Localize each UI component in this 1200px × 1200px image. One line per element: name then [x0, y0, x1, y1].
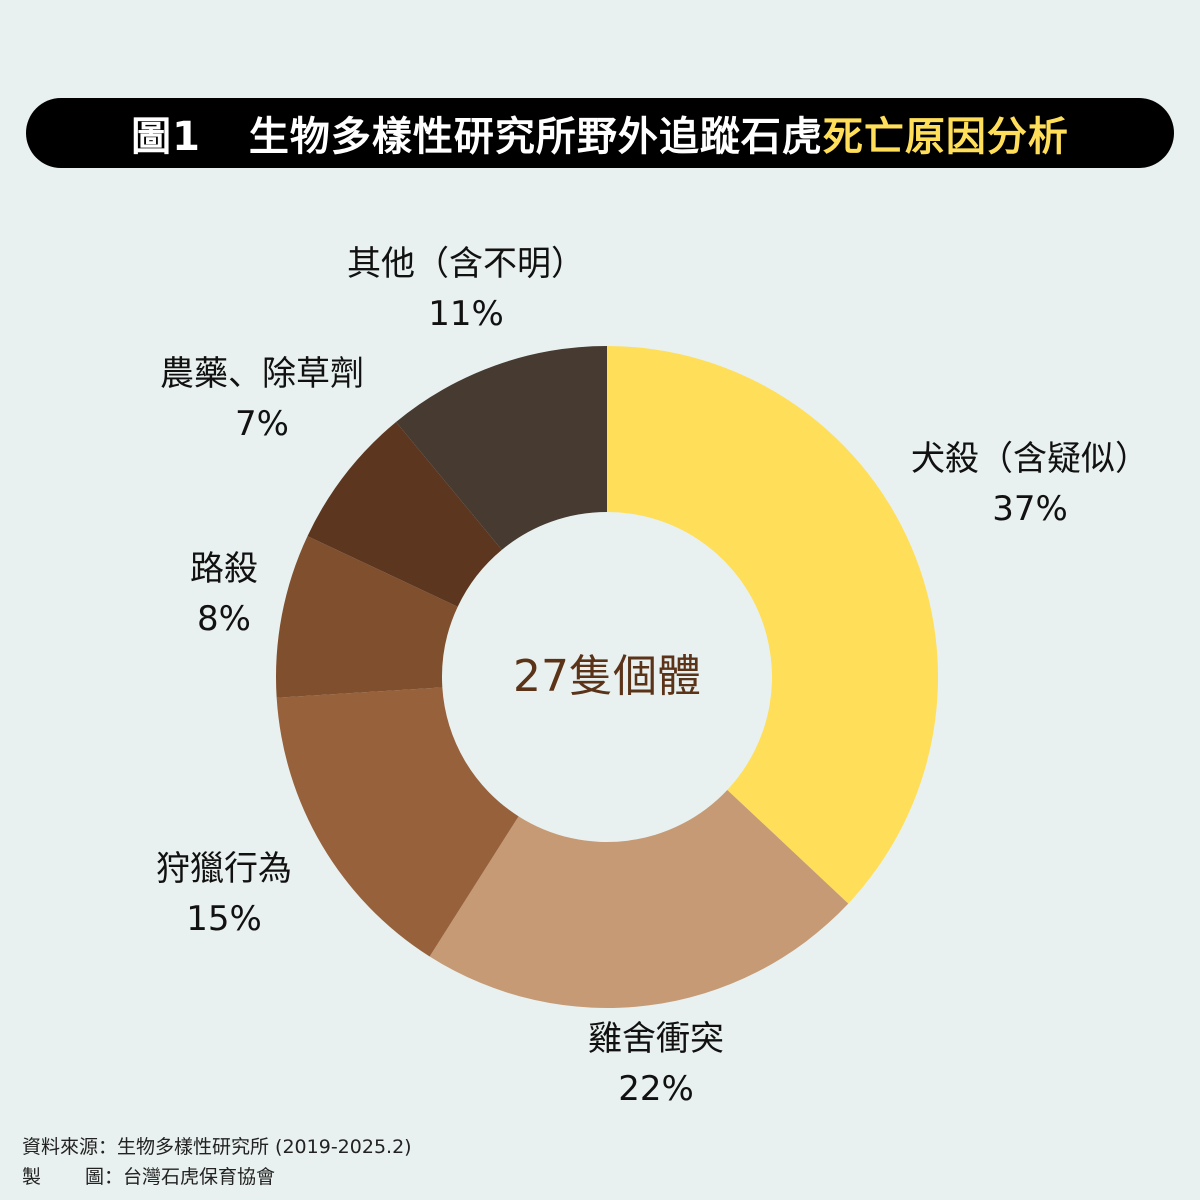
source-label: 資料來源：	[22, 1136, 118, 1158]
slice-percent-2: 15%	[186, 899, 262, 939]
maker-label-2: 圖：	[85, 1166, 124, 1188]
slice-percent-4: 7%	[235, 404, 289, 444]
slice-label-4: 農藥、除草劑	[160, 354, 364, 394]
slice-percent-5: 11%	[428, 294, 504, 334]
slice-label-3: 路殺	[190, 549, 258, 589]
maker-value: 台灣石虎保育協會	[123, 1166, 276, 1188]
slice-1	[429, 789, 849, 1008]
slice-0	[607, 346, 938, 904]
center-label: 27隻個體	[513, 651, 701, 702]
title-highlight: 死亡原因分析	[822, 114, 1069, 160]
title-main: 生物多樣性研究所野外追蹤石虎	[248, 114, 823, 160]
footer: 資料來源：生物多樣性研究所 (2019-2025.2) 製 圖：台灣石虎保育協會	[22, 1132, 412, 1192]
slice-label-5: 其他（含不明）	[347, 244, 585, 284]
slice-label-2: 狩獵行為	[156, 849, 292, 889]
slice-percent-3: 8%	[197, 599, 251, 639]
slice-label-0: 犬殺（含疑似）	[911, 439, 1149, 479]
source-line: 資料來源：生物多樣性研究所 (2019-2025.2)	[22, 1132, 412, 1162]
slice-2	[276, 687, 519, 957]
maker-label-1: 製	[22, 1166, 42, 1188]
slice-4	[307, 421, 502, 607]
maker-line: 製 圖：台灣石虎保育協會	[22, 1162, 412, 1192]
figure-number: 圖1	[131, 114, 201, 160]
slice-percent-0: 37%	[992, 489, 1068, 529]
slice-5	[396, 346, 607, 550]
slice-percent-1: 22%	[618, 1069, 694, 1109]
source-value: 生物多樣性研究所 (2019-2025.2)	[117, 1136, 412, 1158]
chart-title: 圖1 生物多樣性研究所野外追蹤石虎 死亡原因分析	[26, 98, 1174, 168]
slice-3	[276, 536, 458, 698]
slice-label-1: 雞舍衝突	[588, 1019, 724, 1059]
